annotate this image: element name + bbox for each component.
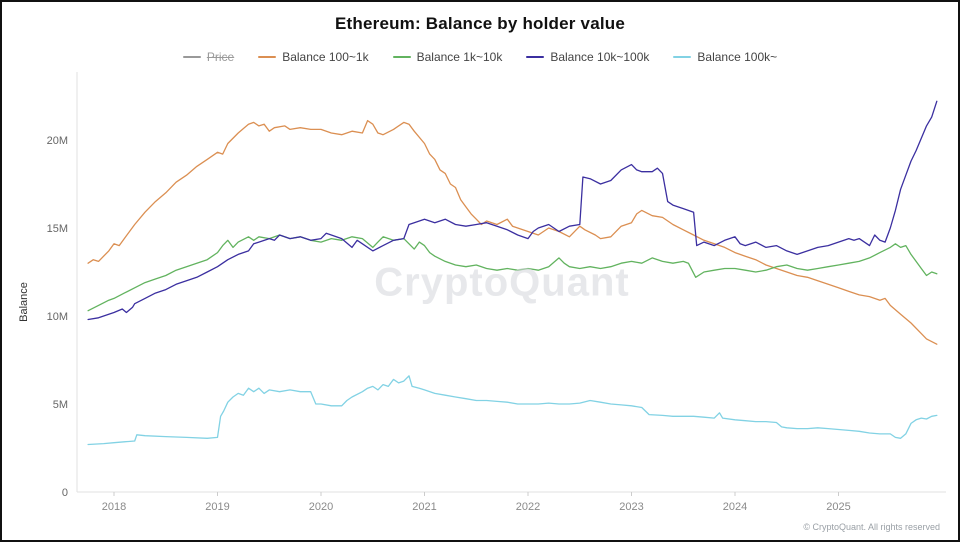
x-tick-label-2024: 2024 [723,501,747,513]
legend-swatch-balance-1k-10k [392,56,411,58]
y-tick-label-10M: 10M [47,311,68,323]
y-tick-label-0: 0 [62,487,68,499]
x-tick-label-2025: 2025 [826,501,850,513]
copyright-text: © CryptoQuant. All rights reserved [803,522,940,532]
series-line-balance-100-1k [87,119,938,345]
legend-swatch-balance-10k-100k [526,56,545,58]
legend-item-balance-100-1k[interactable]: Balance 100~1k [258,50,369,64]
legend-item-balance-10k-100k[interactable]: Balance 10k~100k [526,50,649,64]
legend-label-balance-100k: Balance 100k~ [697,50,778,64]
x-tick-label-2021: 2021 [412,501,436,513]
series-line-balance-100k [87,375,938,446]
y-tick-label-5M: 5M [53,399,68,411]
legend-label-price: Price [206,50,235,64]
x-tick-label-2019: 2019 [205,501,229,513]
legend-item-balance-1k-10k[interactable]: Balance 1k~10k [392,50,503,64]
legend: Price Balance 100~1k Balance 1k~10k Balance… [2,50,958,64]
legend-item-balance-100k[interactable]: Balance 100k~ [673,50,777,64]
y-tick-label-20M: 20M [47,135,68,147]
y-axis-title: Balance [18,282,30,322]
legend-swatch-price [182,56,201,58]
x-tick-label-2018: 2018 [102,501,126,513]
x-tick-label-2023: 2023 [619,501,643,513]
y-tick-label-15M: 15M [47,223,68,235]
legend-label-balance-10k-100k: Balance 10k~100k [550,50,650,64]
legend-item-price[interactable]: Price [182,50,235,64]
chart-title: Ethereum: Balance by holder value [334,14,626,33]
legend-label-balance-100-1k: Balance 100~1k [282,50,369,64]
series-line-balance-1k-10k [87,234,938,312]
series-line-balance-10k-100k [87,100,938,321]
x-tick-label-2022: 2022 [516,501,540,513]
x-tick-label-2020: 2020 [309,501,333,513]
legend-label-balance-1k-10k: Balance 1k~10k [416,50,503,64]
legend-swatch-balance-100k [673,56,692,58]
legend-swatch-balance-100-1k [258,56,277,58]
